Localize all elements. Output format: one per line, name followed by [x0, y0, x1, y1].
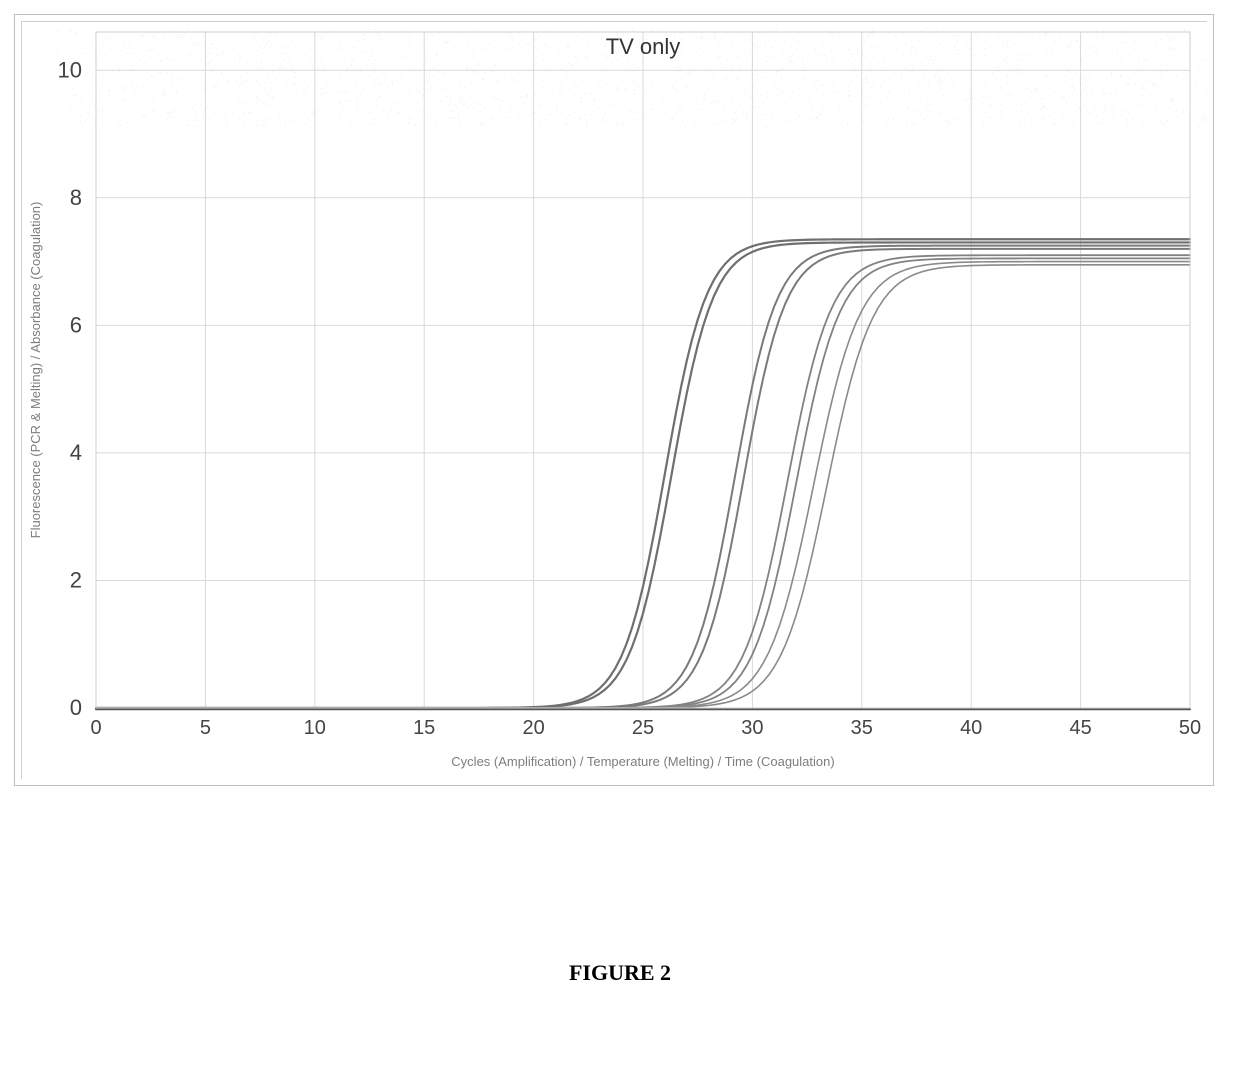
y-tick-label: 6: [70, 312, 82, 337]
y-tick-label: 10: [58, 57, 82, 82]
chart-frame-inner: 0 5 10 15 20 25 30 35 40 45 50 0 2 4 6 8 10 Cycles (Ampli…: [21, 21, 1207, 779]
x-tick-label: 25: [632, 717, 654, 739]
x-tick-label: 10: [304, 717, 326, 739]
figure-caption: FIGURE 2: [0, 960, 1240, 986]
chart-title: TV only: [606, 34, 681, 59]
x-tick-label: 35: [851, 717, 873, 739]
y-axis-label: Fluorescence (PCR & Melting) / Absorbanc…: [28, 202, 43, 539]
x-tick-label: 0: [90, 717, 101, 739]
x-tick-label: 20: [522, 717, 544, 739]
x-tick-label: 5: [200, 717, 211, 739]
x-tick-label: 45: [1069, 717, 1091, 739]
amplification-chart: 0 5 10 15 20 25 30 35 40 45 50 0 2 4 6 8 10 Cycles (Ampli…: [22, 22, 1208, 780]
y-tick-label: 2: [70, 567, 82, 592]
x-tick-label: 30: [741, 717, 763, 739]
chart-frame-outer: 0 5 10 15 20 25 30 35 40 45 50 0 2 4 6 8 10 Cycles (Ampli…: [14, 14, 1214, 786]
x-tick-label: 40: [960, 717, 982, 739]
x-tick-label: 50: [1179, 717, 1201, 739]
x-tick-label: 15: [413, 717, 435, 739]
y-tick-label: 4: [70, 440, 82, 465]
y-tick-label: 8: [70, 185, 82, 210]
page: 0 5 10 15 20 25 30 35 40 45 50 0 2 4 6 8 10 Cycles (Ampli…: [0, 0, 1240, 1082]
x-axis-label: Cycles (Amplification) / Temperature (Me…: [451, 754, 834, 769]
y-tick-label: 0: [70, 695, 82, 720]
